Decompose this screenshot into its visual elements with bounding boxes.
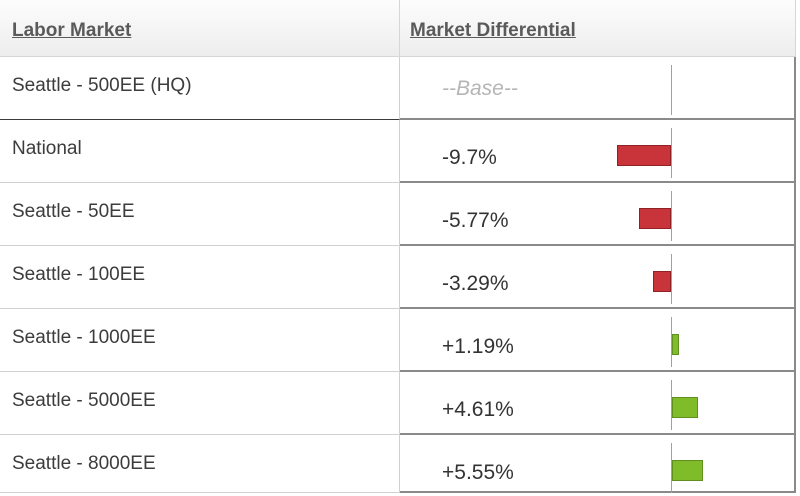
differential-bar <box>672 397 698 418</box>
zero-baseline <box>671 128 672 178</box>
differential-bar <box>672 334 679 355</box>
zero-baseline <box>671 380 672 430</box>
table-header: Labor Market Market Differential <box>0 0 796 57</box>
market-differential-cell: -9.7% <box>400 120 796 183</box>
labor-market-cell: Seattle - 500EE (HQ) <box>0 57 400 120</box>
differential-value: +4.61% <box>442 398 514 421</box>
labor-market-sort-link[interactable]: Labor Market <box>12 20 132 41</box>
zero-baseline <box>671 443 672 493</box>
table-row: Seattle - 100EE -3.29% <box>0 246 796 309</box>
table-row: Seattle - 8000EE +5.55% <box>0 435 796 493</box>
table-row: Seattle - 500EE (HQ) --Base-- <box>0 57 796 120</box>
differential-bar <box>638 208 671 229</box>
table-row: Seattle - 50EE -5.77% <box>0 183 796 246</box>
differential-value: -5.77% <box>442 209 509 232</box>
market-differential-sort-link[interactable]: Market Differential <box>410 20 576 41</box>
differential-value: +1.19% <box>442 335 514 358</box>
column-header-market-differential[interactable]: Market Differential <box>401 0 795 56</box>
differential-value: +5.55% <box>442 461 514 484</box>
differential-value: --Base-- <box>442 77 518 100</box>
labor-market-cell: Seattle - 8000EE <box>0 435 400 493</box>
labor-market-cell: Seattle - 5000EE <box>0 372 400 435</box>
column-header-labor-market[interactable]: Labor Market <box>0 0 400 56</box>
zero-baseline <box>671 191 672 241</box>
table-row: Seattle - 1000EE +1.19% <box>0 309 796 372</box>
market-differential-cell: -3.29% <box>400 246 796 309</box>
market-differential-cell: +4.61% <box>400 372 796 435</box>
table-row: Seattle - 5000EE +4.61% <box>0 372 796 435</box>
zero-baseline <box>671 65 672 115</box>
labor-market-cell: Seattle - 1000EE <box>0 309 400 372</box>
market-differential-cell: --Base-- <box>400 57 796 120</box>
market-differential-cell: -5.77% <box>400 183 796 246</box>
zero-baseline <box>671 317 672 367</box>
labor-market-cell: Seattle - 50EE <box>0 183 400 246</box>
differential-bar <box>672 460 704 481</box>
labor-market-cell: Seattle - 100EE <box>0 246 400 309</box>
market-differential-cell: +1.19% <box>400 309 796 372</box>
zero-baseline <box>671 254 672 304</box>
differential-bar <box>652 271 671 292</box>
differential-value: -9.7% <box>442 146 497 169</box>
labor-market-cell: National <box>0 120 400 183</box>
differential-value: -3.29% <box>442 272 509 295</box>
table-body: Seattle - 500EE (HQ) --Base-- National -… <box>0 57 796 493</box>
market-differential-cell: +5.55% <box>400 435 796 493</box>
differential-bar <box>616 145 671 166</box>
table-row: National -9.7% <box>0 120 796 183</box>
